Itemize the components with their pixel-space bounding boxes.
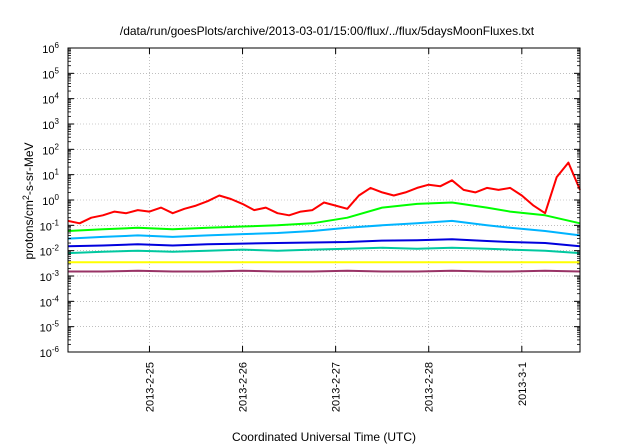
grid bbox=[68, 48, 580, 352]
y-tick-label: 106 bbox=[42, 41, 59, 56]
y-tick-label: 10-1 bbox=[40, 218, 60, 233]
y-tick-label: 10-5 bbox=[40, 320, 60, 335]
y-tick-label: 10-2 bbox=[40, 244, 60, 259]
plot-frame bbox=[67, 47, 581, 353]
y-tick-label: 101 bbox=[42, 168, 59, 183]
series-line bbox=[67, 219, 581, 240]
x-tick-label: 2013-2-25 bbox=[144, 362, 156, 412]
y-tick-label: 10-6 bbox=[40, 345, 60, 360]
y-tick-label: 10-4 bbox=[40, 294, 60, 309]
y-tick-label: 105 bbox=[42, 66, 59, 81]
x-tick-label: 2013-2-27 bbox=[331, 362, 343, 412]
y-tick-label: 10-3 bbox=[40, 269, 60, 284]
series-line bbox=[67, 201, 581, 232]
x-tick-label: 2013-2-28 bbox=[424, 362, 436, 412]
x-tick-label: 2013-2-26 bbox=[238, 362, 250, 412]
y-tick-label: 102 bbox=[42, 142, 59, 157]
series-group bbox=[67, 161, 581, 273]
series-line bbox=[67, 238, 581, 248]
series-line bbox=[68, 269, 581, 273]
y-tick-label: 100 bbox=[42, 193, 59, 208]
chart-title: /data/run/goesPlots/archive/2013-03-01/1… bbox=[120, 24, 535, 38]
x-ticks: 2013-2-25 2013-2-26 2013-2-27 2013-2-28 2013… bbox=[144, 48, 529, 412]
x-axis-label: Coordinated Universal Time (UTC) bbox=[232, 430, 416, 444]
series-line bbox=[67, 246, 581, 255]
y-axis-label: protons/cm2-s-sr-MeV bbox=[21, 142, 36, 259]
y-ticks: 106 105 104 103 102 101 100 10-1 10-2 10-3 10-4 10-… bbox=[40, 41, 580, 360]
y-tick-label: 103 bbox=[42, 117, 59, 132]
y-tick-label: 104 bbox=[42, 92, 59, 107]
x-tick-label: 2013-3-1 bbox=[517, 362, 529, 406]
series-line bbox=[67, 161, 581, 225]
